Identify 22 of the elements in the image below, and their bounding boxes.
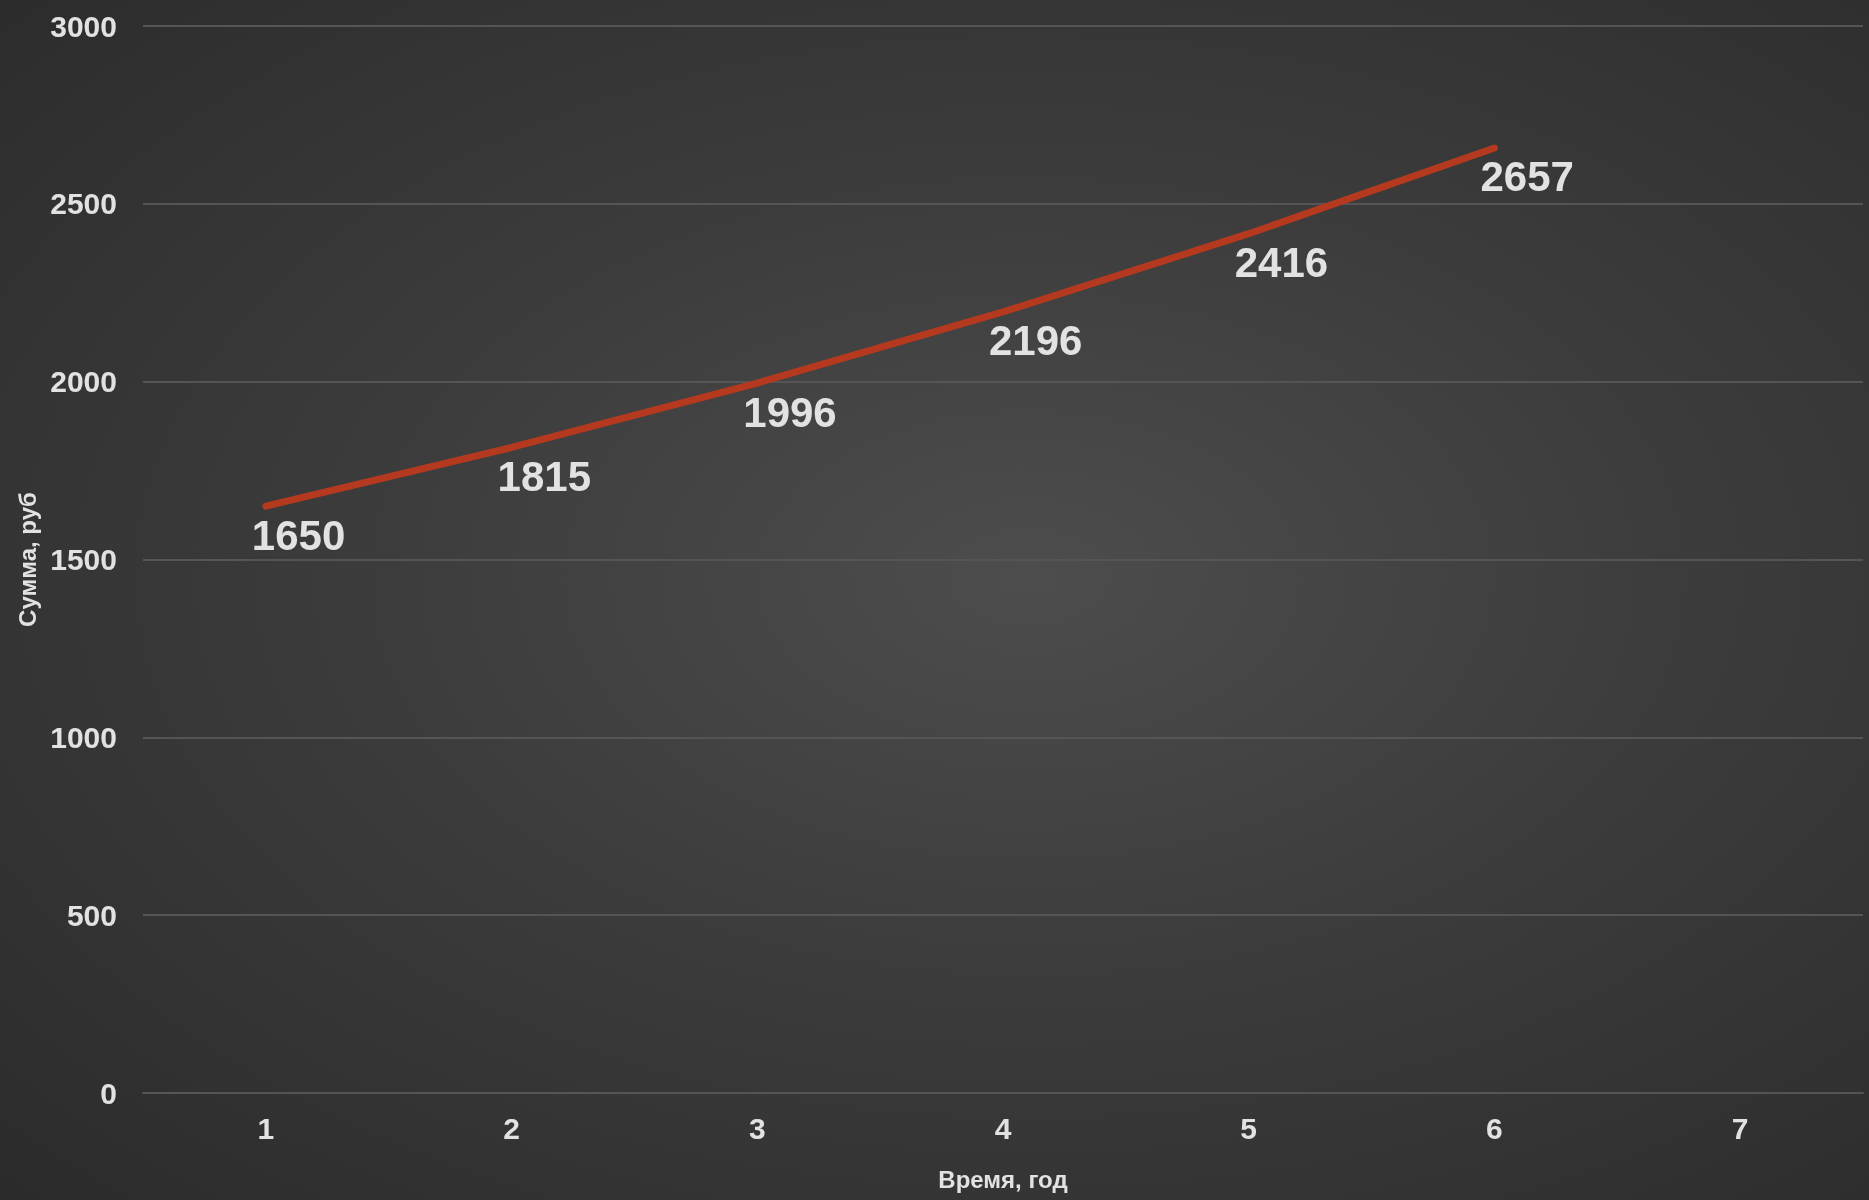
x-tick-label: 3 (748, 1111, 766, 1145)
x-tick-label: 7 (1731, 1111, 1749, 1145)
y-tick-label: 1000 (50, 720, 117, 754)
x-tick-label: 2 (503, 1111, 520, 1145)
y-tick-label: 0 (100, 1076, 117, 1110)
y-tick-label: 3000 (50, 9, 117, 43)
x-tick-label: 4 (994, 1111, 1012, 1145)
y-tick-label: 2000 (50, 365, 117, 399)
data-label: 1996 (743, 388, 837, 436)
data-label: 2196 (989, 317, 1083, 365)
data-label: 1650 (251, 511, 346, 559)
y-tick-label: 1500 (50, 543, 117, 576)
data-label: 2657 (1480, 153, 1574, 201)
data-label: 2416 (1234, 239, 1329, 287)
y-tick-label: 2500 (50, 187, 117, 221)
y-axis-title: Сумма, руб (13, 492, 41, 627)
y-tick-label: 500 (66, 898, 117, 932)
x-tick-label: 5 (1240, 1111, 1258, 1145)
x-tick-label: 1 (257, 1111, 275, 1145)
x-axis-title: Время, год (938, 1165, 1068, 1193)
x-tick-label: 6 (1486, 1111, 1503, 1145)
data-label: 1815 (497, 452, 592, 500)
